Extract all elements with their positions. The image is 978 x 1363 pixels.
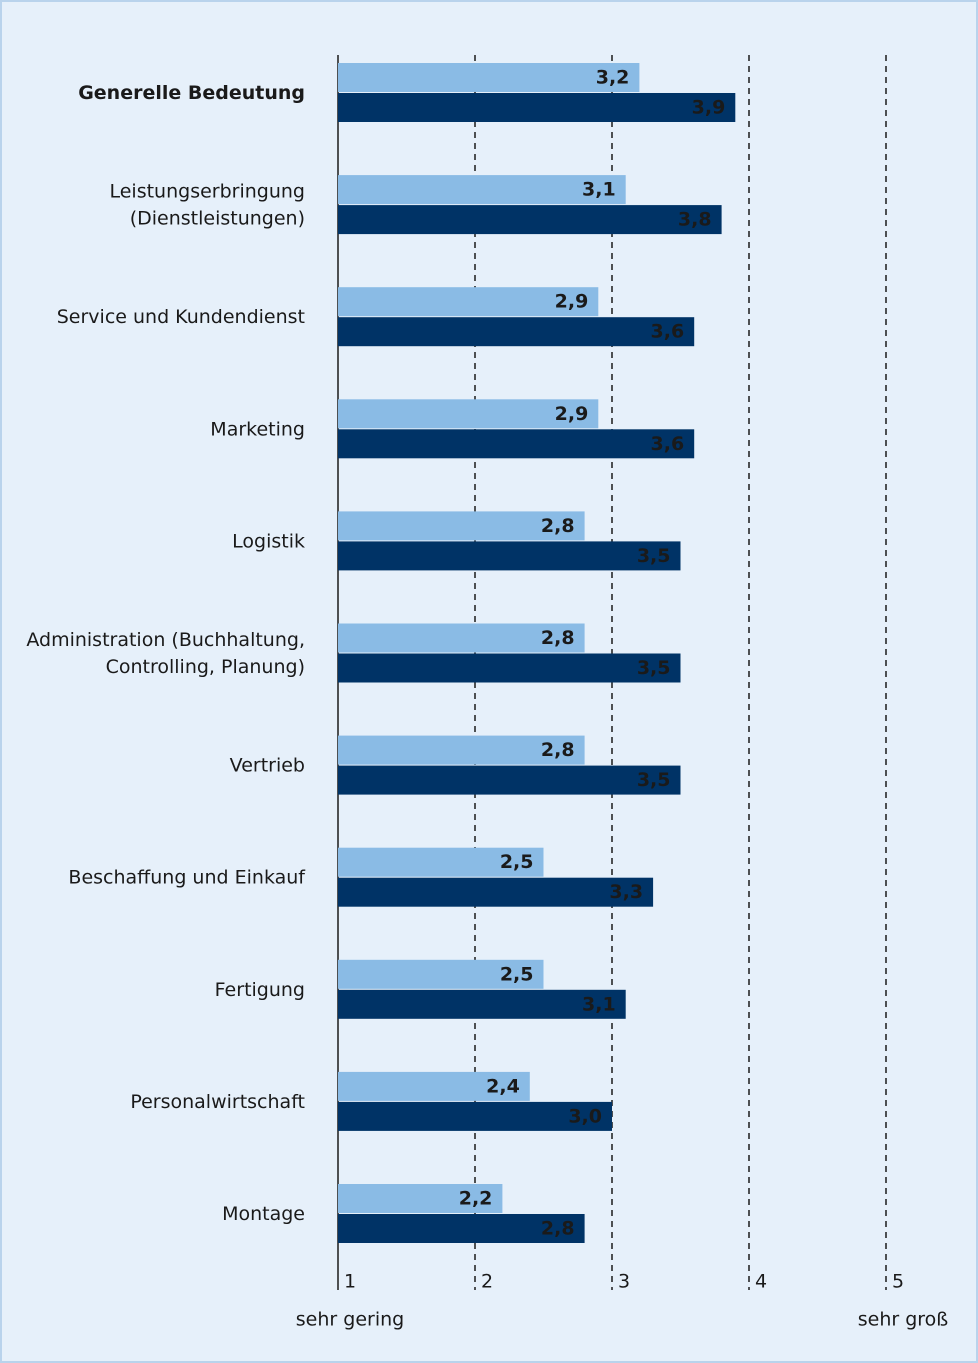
category-label: Marketing: [210, 418, 305, 440]
value-label: 2,9: [555, 291, 589, 313]
bar: [338, 959, 544, 989]
bar: [338, 1184, 503, 1213]
value-label: 3,1: [582, 993, 616, 1015]
category-label: Montage: [222, 1203, 305, 1225]
x-tick-label: 3: [618, 1271, 630, 1293]
bar: [338, 735, 585, 765]
value-label: 3,0: [568, 1105, 602, 1127]
value-label: 3,2: [596, 67, 630, 89]
bar: [338, 541, 681, 571]
value-label: 2,4: [486, 1075, 520, 1097]
value-label: 3,3: [609, 881, 643, 903]
category-label: Beschaffung und Einkauf: [68, 866, 306, 888]
category-label: Fertigung: [215, 978, 305, 1000]
value-label: 2,2: [459, 1188, 493, 1210]
category-label: Personalwirtschaft: [130, 1090, 305, 1112]
value-label: 2,8: [541, 627, 575, 649]
category-label: Leistungserbringung (Dienstleistungen): [109, 180, 305, 229]
bar: [338, 287, 599, 317]
bar: [338, 399, 599, 429]
bar: [338, 1071, 530, 1101]
category-label: Service und Kundendienst: [57, 306, 305, 328]
value-label: 3,8: [678, 209, 712, 231]
x-tick-label: 1: [344, 1271, 356, 1293]
value-label: 2,5: [500, 851, 534, 873]
value-label: 2,9: [555, 403, 589, 425]
bar: [338, 623, 585, 653]
value-label: 3,5: [637, 657, 671, 679]
bar: [338, 653, 681, 683]
bar: [338, 511, 585, 541]
value-label: 3,6: [651, 321, 685, 343]
value-label: 2,8: [541, 515, 575, 537]
x-tick-label: 5: [892, 1271, 904, 1293]
category-label: Logistik: [232, 530, 305, 552]
bar: [338, 1101, 612, 1131]
bar: [338, 205, 722, 235]
x-tick-label: 4: [755, 1271, 767, 1293]
x-tick-label: 2: [481, 1271, 493, 1293]
bar: [338, 765, 681, 795]
bar: [338, 63, 640, 92]
bar: [338, 175, 626, 205]
value-label: 3,9: [692, 97, 726, 119]
value-label: 3,1: [582, 179, 616, 201]
value-label: 2,5: [500, 963, 534, 985]
x-label-high: sehr groß: [858, 1309, 949, 1331]
x-label-low: sehr gering: [296, 1309, 404, 1331]
value-label: 2,8: [541, 739, 575, 761]
bar: [338, 989, 626, 1019]
category-label: Administration (Buchhaltung, Controlling,…: [26, 629, 305, 678]
category-label: Vertrieb: [230, 754, 305, 776]
value-label: 3,5: [637, 545, 671, 567]
value-label: 3,6: [651, 433, 685, 455]
bar: [338, 877, 654, 907]
bar: [338, 429, 695, 459]
bar: [338, 1214, 585, 1243]
category-label: Generelle Bedeutung: [78, 82, 305, 104]
bar: [338, 93, 736, 122]
value-label: 3,5: [637, 769, 671, 791]
value-label: 2,8: [541, 1218, 575, 1240]
bar: [338, 847, 544, 877]
bar: [338, 317, 695, 347]
